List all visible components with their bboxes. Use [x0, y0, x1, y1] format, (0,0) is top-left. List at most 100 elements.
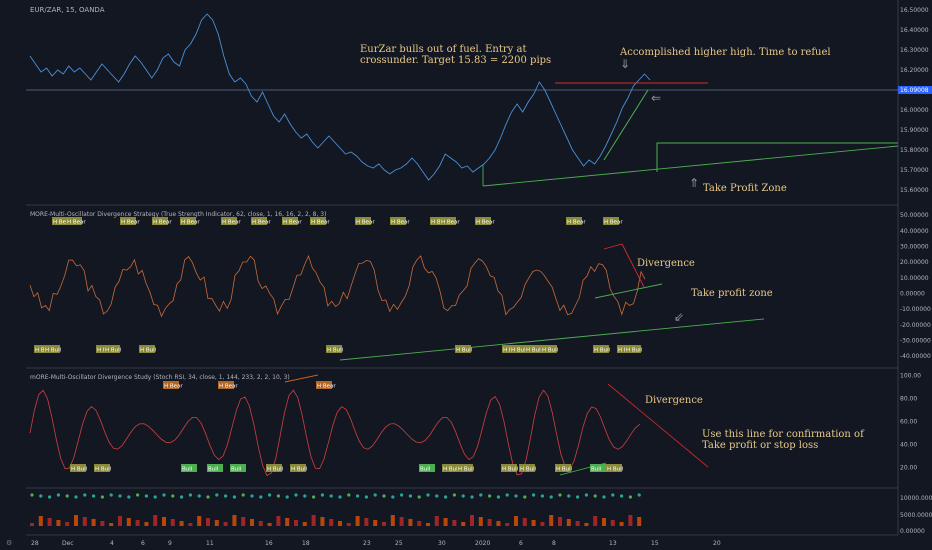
stoch-axis[interactable]: 100.00 80.00 60.00 40.00 20.00	[900, 372, 921, 471]
annotation-stoch-divergence: Divergence	[645, 395, 703, 406]
volume-signal-dot	[435, 494, 439, 498]
volume-signal-dot	[118, 494, 122, 498]
bull-tag-label: H Bull	[607, 467, 624, 473]
volume-signal-dot	[56, 493, 61, 497]
bear-tag-box	[180, 217, 196, 225]
volume-signal-dot	[470, 495, 474, 499]
annotation-tsi-divergence: Divergence	[637, 258, 695, 269]
stoch-bear-line[interactable]	[284, 374, 319, 383]
bull-tag-box	[34, 345, 50, 353]
stoch-confirmation-line[interactable]	[607, 383, 709, 468]
volume-bar	[294, 520, 298, 526]
volume-signal-dot	[523, 495, 527, 499]
tsi-tick-label: 20.00000	[900, 259, 929, 266]
volume-signal-dot	[602, 495, 606, 499]
volume-bar	[223, 522, 228, 526]
tsi-tick-label: 10.00000	[900, 275, 929, 282]
volume-signal-dot	[215, 493, 219, 497]
bull-tag-label: H Bull	[542, 348, 559, 354]
volume-bar	[346, 523, 351, 526]
time-tick-label: 2020	[475, 540, 490, 547]
volume-signal-dot	[391, 495, 395, 499]
time-tick-label: 13	[609, 540, 617, 547]
tsi-tick-label: -30.00000	[900, 337, 931, 344]
time-tick-label: 18	[302, 540, 310, 547]
volume-bar	[584, 523, 589, 526]
bull-tag-label: Bull	[420, 467, 431, 473]
volume-signal-dot	[206, 495, 210, 499]
bull-tag-label: Bull	[182, 467, 193, 473]
bull-tag-label: H Bull	[95, 467, 112, 473]
volume-bar	[30, 523, 34, 526]
volume-signal-dot	[48, 495, 52, 499]
price-tick-label: 16.40000	[900, 27, 929, 34]
bull-tag-label: Bull	[591, 467, 602, 473]
bull-tag-label: Bull	[231, 467, 242, 473]
volume-signal-dot	[338, 495, 342, 499]
volume-bar	[267, 523, 272, 526]
volume-signal-dot	[628, 495, 633, 499]
price-tick-label: 15.60000	[900, 187, 929, 194]
time-axis[interactable]: 28 Dec 4 6 9 11 16 18 23 25 30 2020 6 8 13 15 20	[31, 540, 721, 547]
stoch-tick-label: 80.00	[900, 396, 917, 403]
volume-axis[interactable]: 10000.00000 5000.00000 0.00000	[900, 495, 932, 535]
tsi-axis[interactable]: 50.00000 40.00000 30.00000 20.00000 10.00000…	[900, 212, 931, 360]
volume-bar	[522, 518, 527, 526]
volume-bar	[540, 522, 545, 526]
volume-bar	[126, 518, 131, 526]
bull-tag-box	[181, 464, 197, 472]
volume-bar	[74, 515, 78, 526]
volume-signal-dot	[584, 493, 589, 497]
tsi-divergence-line-a[interactable]	[603, 243, 623, 250]
volume-bar	[82, 517, 87, 526]
tsi-divergence-line-b[interactable]	[621, 243, 645, 288]
volume-signal-dot	[496, 495, 500, 499]
bear-tag-label: H Bear	[356, 220, 375, 226]
bull-tag-box	[326, 345, 342, 353]
rising-trendline[interactable]	[603, 89, 649, 161]
stoch-tick-label: 40.00	[900, 442, 917, 449]
tsi-tick-label: 30.00000	[900, 243, 929, 250]
bear-tag-box	[163, 381, 179, 389]
volume-signal-dot	[320, 493, 324, 497]
bull-tag-box	[606, 464, 622, 472]
volume-signal-dot	[620, 494, 624, 498]
bull-tag-label: Bull	[208, 467, 219, 473]
volume-bar	[320, 517, 325, 526]
tsi-divergence-support[interactable]	[594, 283, 663, 299]
volume-bar	[602, 518, 606, 526]
volume-bar	[258, 521, 263, 526]
tsi-tick-label: -20.00000	[900, 322, 931, 329]
volume-bar	[487, 519, 492, 526]
volume-tick-label: 10000.00000	[900, 495, 932, 502]
volume-signal-dot	[188, 493, 192, 497]
time-tick-label: 23	[363, 540, 371, 547]
arrow-down-left-icon: ⇙	[674, 310, 684, 324]
bull-tag-label: H Bull	[502, 467, 519, 473]
settings-icon[interactable]: ⚙	[6, 539, 12, 547]
time-tick-label: 8	[552, 540, 556, 547]
bear-tag-box	[120, 217, 136, 225]
volume-bar	[593, 516, 598, 526]
take-profit-zone-box[interactable]	[656, 142, 898, 172]
tsi-take-profit-line[interactable]	[339, 318, 765, 361]
annotation-take-profit-zone: Take Profit Zone	[703, 183, 787, 194]
annotation-confirmation-line2: Take profit or stop loss	[702, 440, 818, 451]
bull-tag-box	[501, 464, 517, 472]
volume-bar	[109, 523, 114, 526]
bear-tag-box	[66, 217, 82, 225]
volume-bar	[170, 519, 175, 526]
bull-tag-label: H Bull	[458, 467, 475, 473]
volume-bar	[250, 519, 254, 526]
volume-signal-dot	[479, 493, 483, 497]
support-trendline[interactable]	[482, 145, 899, 187]
bear-tag-label: H Bear	[441, 220, 460, 226]
time-tick-label: 28	[31, 540, 39, 547]
volume-bar	[311, 515, 316, 526]
bear-tag-label: H Bear	[391, 220, 410, 226]
volume-bar	[285, 518, 290, 526]
volume-bar	[100, 521, 105, 526]
